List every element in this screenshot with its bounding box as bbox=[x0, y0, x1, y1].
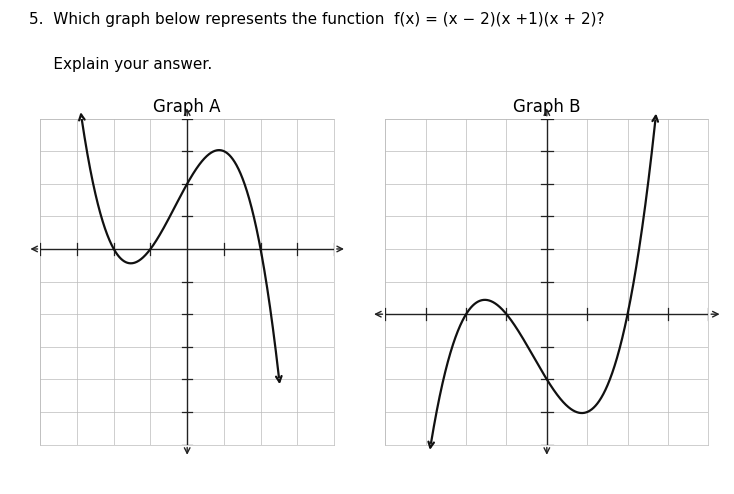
Title: Graph B: Graph B bbox=[513, 98, 581, 116]
Text: Explain your answer.: Explain your answer. bbox=[29, 57, 213, 72]
Title: Graph A: Graph A bbox=[153, 98, 221, 116]
Text: 5.  Which graph below represents the function  f(x) = (x − 2)(x +1)(x + 2)?: 5. Which graph below represents the func… bbox=[29, 12, 605, 27]
